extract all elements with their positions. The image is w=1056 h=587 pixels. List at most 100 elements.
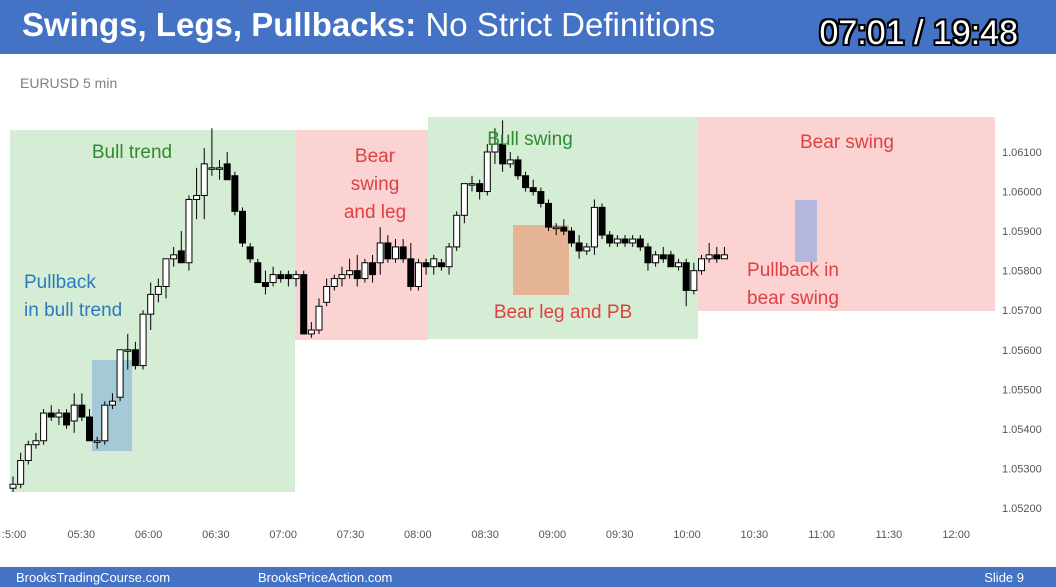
footer-left-link[interactable]: BrooksTradingCourse.com	[16, 570, 171, 585]
bear-candle-body	[476, 183, 484, 193]
bull-candle-body	[460, 183, 468, 216]
bear-candle-body	[384, 242, 392, 260]
candle	[514, 155, 522, 180]
candle	[483, 144, 491, 196]
bull-candle-body	[705, 254, 713, 260]
bear-candle-body	[529, 187, 537, 193]
bull-candle-body	[40, 412, 48, 442]
bull-candle-body	[315, 305, 323, 331]
candle	[575, 235, 583, 259]
bull-candle-body	[307, 329, 315, 335]
candle	[491, 128, 499, 164]
candle	[422, 258, 430, 275]
candle	[453, 211, 461, 251]
bull-candle-body	[675, 262, 683, 268]
bear-candle-body	[659, 254, 667, 260]
candlestick-chart: Bull trend Bear swing and leg Bull swing Bear…	[2, 117, 1042, 541]
x-tick-label: 06:30	[202, 529, 230, 541]
bear-candle-body	[131, 349, 139, 367]
candle	[361, 258, 369, 283]
y-tick-label: 1.05400	[1002, 424, 1042, 436]
bull-candle-body	[483, 151, 491, 193]
bear-candle-body	[537, 191, 545, 204]
bull-candle-body	[552, 226, 560, 230]
bull-candle-body	[101, 404, 109, 442]
slide-header: Swings, Legs, Pullbacks: No Strict Defin…	[0, 0, 1056, 54]
y-tick-label: 1.06100	[1002, 147, 1042, 159]
bull-candle-body	[338, 274, 346, 280]
bear-candle-body	[499, 143, 507, 165]
annotation-label: Bull swing	[487, 129, 573, 150]
x-tick-label: 08:30	[471, 529, 499, 541]
footer-center-link[interactable]: BrooksPriceAction.com	[258, 570, 393, 585]
candle	[529, 179, 537, 196]
chart-title: EURUSD 5 min	[20, 75, 118, 91]
candle	[147, 282, 155, 330]
bull-candle-body	[491, 143, 499, 153]
bear-candle-body	[78, 404, 86, 418]
candle	[545, 199, 552, 232]
y-tick-label: 1.05800	[1002, 266, 1042, 278]
x-tick-label: 07:00	[269, 529, 297, 541]
bull-candle-body	[139, 313, 147, 367]
bear-swing-leg-zone	[295, 130, 428, 340]
candle	[261, 270, 269, 295]
candle	[292, 270, 300, 287]
slide-footer: BrooksTradingCourse.com BrooksPriceActio…	[0, 567, 1056, 587]
candle	[430, 254, 438, 275]
bull-candle-body	[376, 242, 384, 264]
bull-candle-body	[17, 460, 25, 485]
annotation-line: Bear swing	[800, 132, 894, 153]
candle	[346, 258, 354, 279]
y-tick-label: 1.05200	[1002, 503, 1042, 515]
bear-candle-body	[63, 412, 71, 426]
annotation-line: bear swing	[747, 288, 839, 309]
bull-candle-body	[330, 278, 338, 287]
y-tick-label: 1.05300	[1002, 463, 1042, 475]
bull-candle-body	[108, 400, 116, 406]
y-tick-label: 1.05900	[1002, 226, 1042, 238]
bear-candle-body	[713, 254, 721, 260]
candle	[330, 274, 338, 291]
candle	[384, 235, 392, 263]
bear-candle-body	[407, 258, 415, 287]
candle	[277, 270, 285, 283]
bull-candle-body	[116, 349, 124, 398]
candle	[70, 393, 78, 433]
annotation-label: Pullback in bull trend	[24, 272, 122, 321]
annotation-line: Pullback in	[747, 260, 839, 281]
bull-candle-body	[9, 483, 17, 489]
candle	[675, 258, 683, 271]
bull-candle-body	[346, 270, 354, 276]
candle	[47, 405, 55, 421]
slide-title: Swings, Legs, Pullbacks: No Strict Defin…	[22, 6, 715, 44]
bull-candle-body	[720, 254, 728, 260]
candle	[40, 409, 48, 445]
bull-candle-body	[453, 214, 461, 248]
candle	[17, 452, 25, 489]
candle	[24, 440, 32, 465]
bull-candle-body	[590, 206, 598, 248]
candle	[246, 242, 254, 263]
x-tick-label: 05:30	[68, 529, 96, 541]
bear-candle-body	[399, 246, 407, 260]
bull-candle-body	[414, 262, 422, 287]
x-tick-label: 10:30	[741, 529, 769, 541]
candle	[131, 341, 139, 370]
candle	[437, 258, 445, 271]
slide-title-bold: Swings, Legs, Pullbacks:	[22, 6, 417, 43]
candle	[407, 242, 415, 291]
candle	[338, 266, 346, 287]
candle	[552, 223, 560, 236]
bear-candle-body	[606, 234, 614, 244]
bear-candle-body	[261, 282, 269, 287]
candle	[116, 349, 124, 402]
bear-candle-body	[437, 262, 445, 268]
bear-candle-body	[277, 274, 285, 280]
annotation-line: in bull trend	[24, 300, 122, 321]
bull-candle-body	[698, 258, 705, 272]
candle	[629, 235, 637, 247]
candle	[598, 203, 606, 240]
annotation-label: Bull trend	[92, 142, 172, 163]
candle	[223, 152, 231, 181]
